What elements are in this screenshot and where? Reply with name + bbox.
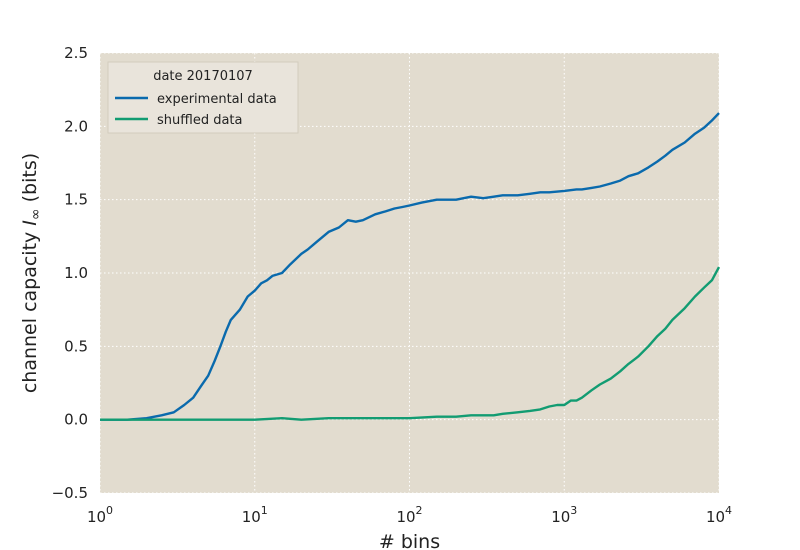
x-tick-exponent: 1	[261, 504, 268, 517]
y-tick-label: 0.0	[64, 411, 88, 429]
x-tick-base: 10	[87, 508, 106, 526]
x-tick-exponent: 4	[725, 504, 732, 517]
y-axis-label-suffix: (bits)	[19, 153, 41, 209]
x-tick-label: 101	[242, 504, 268, 526]
x-tick-label: 103	[551, 504, 577, 526]
y-axis-label-symbol: I	[19, 220, 41, 226]
y-tick-label: 1.0	[64, 264, 88, 282]
y-axis-label-subscript: ∞	[28, 208, 44, 220]
series-layer	[100, 112, 721, 421]
x-tick-base: 10	[242, 508, 261, 526]
legend: date 20170107 experimental data shuffled…	[107, 61, 299, 134]
x-tick-label: 104	[706, 504, 732, 526]
legend-label-shuffled: shuffled data	[157, 113, 242, 128]
x-axis-ticks: 100 101 102 103 104	[87, 504, 732, 526]
y-tick-label: 2.0	[64, 117, 88, 135]
x-tick-exponent: 0	[106, 504, 113, 517]
x-tick-exponent: 3	[570, 504, 577, 517]
y-axis-label: channel capacity I∞ (bits)	[19, 153, 44, 393]
x-tick-exponent: 2	[416, 504, 423, 517]
series-line-shuffled	[100, 266, 721, 421]
x-tick-label: 102	[396, 504, 422, 526]
y-tick-label: 1.5	[64, 191, 88, 209]
y-axis-label-prefix: channel capacity	[19, 226, 41, 393]
series-line-experimental	[100, 112, 720, 421]
y-tick-label: 0.5	[64, 337, 88, 355]
x-axis-label: # bins	[379, 531, 440, 550]
legend-label-experimental: experimental data	[157, 92, 277, 107]
x-tick-base: 10	[706, 508, 725, 526]
y-tick-label: −0.5	[52, 484, 88, 502]
y-axis-ticks: −0.5 0.0 0.5 1.0 1.5 2.0 2.5	[52, 44, 88, 502]
legend-title: date 20170107	[153, 69, 253, 84]
x-tick-label: 100	[87, 504, 113, 526]
x-tick-base: 10	[551, 508, 570, 526]
x-tick-base: 10	[396, 508, 415, 526]
grid-lines	[99, 52, 720, 494]
y-tick-label: 2.5	[64, 44, 88, 62]
